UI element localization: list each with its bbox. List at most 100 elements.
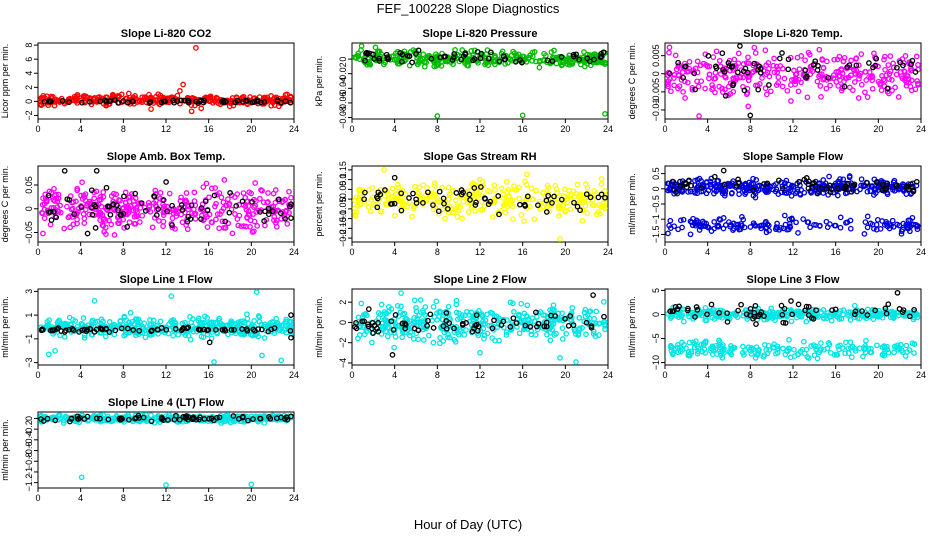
x-tick-label: 16 bbox=[831, 247, 841, 257]
series-points bbox=[667, 336, 918, 362]
data-point bbox=[675, 59, 681, 66]
data-point bbox=[89, 211, 96, 218]
data-point bbox=[567, 313, 574, 319]
x-tick-label: 8 bbox=[121, 493, 126, 503]
data-point bbox=[521, 310, 528, 317]
data-point bbox=[824, 58, 830, 65]
data-point bbox=[460, 198, 466, 205]
y-tick-label: −0.05 bbox=[24, 221, 34, 244]
data-point bbox=[432, 183, 438, 189]
data-point bbox=[879, 351, 886, 358]
data-point bbox=[825, 74, 832, 81]
data-point bbox=[558, 54, 565, 60]
data-point bbox=[491, 317, 497, 324]
data-point bbox=[537, 206, 544, 212]
data-point bbox=[792, 78, 798, 85]
data-point bbox=[692, 314, 698, 320]
data-point bbox=[424, 322, 430, 329]
data-point bbox=[38, 102, 45, 109]
data-point bbox=[389, 185, 396, 192]
data-point bbox=[365, 306, 372, 312]
data-point bbox=[796, 178, 803, 185]
data-point bbox=[360, 324, 367, 331]
data-point bbox=[226, 209, 233, 216]
data-point bbox=[413, 51, 419, 57]
data-point bbox=[191, 198, 198, 204]
data-point bbox=[670, 178, 677, 185]
data-point bbox=[541, 323, 548, 330]
data-point bbox=[750, 187, 757, 194]
data-point bbox=[804, 94, 811, 101]
data-point bbox=[532, 58, 539, 65]
data-point bbox=[787, 187, 794, 194]
data-point bbox=[488, 49, 494, 56]
data-point bbox=[389, 352, 396, 358]
data-point bbox=[764, 180, 771, 187]
data-point bbox=[448, 209, 455, 216]
data-point bbox=[142, 327, 149, 334]
data-point bbox=[906, 347, 913, 353]
data-point bbox=[183, 190, 190, 196]
data-point bbox=[80, 211, 87, 217]
data-point bbox=[173, 412, 179, 419]
data-point bbox=[243, 223, 249, 230]
data-point bbox=[98, 196, 104, 203]
data-point bbox=[851, 311, 858, 318]
data-point bbox=[481, 335, 487, 342]
series-points bbox=[667, 289, 917, 327]
data-point bbox=[672, 52, 679, 59]
y-tick-label: −0.2 bbox=[24, 420, 34, 438]
data-point bbox=[288, 194, 294, 201]
data-point bbox=[747, 348, 754, 354]
data-point bbox=[583, 191, 590, 198]
panel-title: Slope Line 2 Flow bbox=[434, 274, 527, 286]
data-point bbox=[267, 415, 274, 422]
data-point bbox=[673, 189, 679, 196]
data-point bbox=[80, 192, 87, 199]
data-point bbox=[715, 223, 722, 230]
data-point bbox=[575, 332, 582, 338]
data-point bbox=[828, 317, 835, 324]
y-tick-label: 0 bbox=[24, 99, 34, 104]
data-point bbox=[166, 412, 172, 418]
data-point bbox=[852, 70, 859, 77]
data-point bbox=[116, 220, 122, 227]
data-point bbox=[911, 350, 917, 356]
data-point bbox=[802, 57, 808, 64]
data-point bbox=[495, 193, 502, 199]
data-point bbox=[601, 203, 608, 209]
data-point bbox=[583, 331, 589, 338]
data-point bbox=[796, 66, 803, 73]
data-point bbox=[375, 320, 381, 326]
data-point bbox=[100, 189, 107, 195]
data-point bbox=[547, 337, 554, 344]
series-points bbox=[38, 412, 294, 488]
data-point bbox=[132, 415, 138, 422]
data-point bbox=[249, 199, 255, 205]
data-point bbox=[868, 345, 874, 352]
data-point bbox=[756, 346, 762, 353]
x-tick-label: 16 bbox=[204, 493, 214, 503]
data-point bbox=[369, 319, 376, 326]
data-point bbox=[515, 51, 522, 58]
data-point bbox=[124, 224, 131, 230]
data-point bbox=[518, 300, 525, 307]
data-point bbox=[253, 289, 260, 295]
data-point bbox=[858, 51, 865, 57]
data-point bbox=[459, 320, 466, 327]
data-point bbox=[757, 223, 763, 229]
data-point bbox=[829, 307, 835, 313]
data-point bbox=[898, 231, 905, 237]
data-point bbox=[391, 200, 398, 207]
data-point bbox=[183, 413, 190, 419]
data-point bbox=[573, 359, 579, 365]
data-point bbox=[694, 58, 701, 65]
data-point bbox=[801, 176, 808, 183]
data-point bbox=[265, 190, 271, 196]
data-point bbox=[759, 75, 765, 81]
data-point bbox=[355, 53, 362, 60]
data-point bbox=[698, 341, 705, 348]
data-point bbox=[355, 50, 362, 57]
data-point bbox=[688, 348, 695, 355]
x-tick-label: 0 bbox=[662, 370, 667, 380]
